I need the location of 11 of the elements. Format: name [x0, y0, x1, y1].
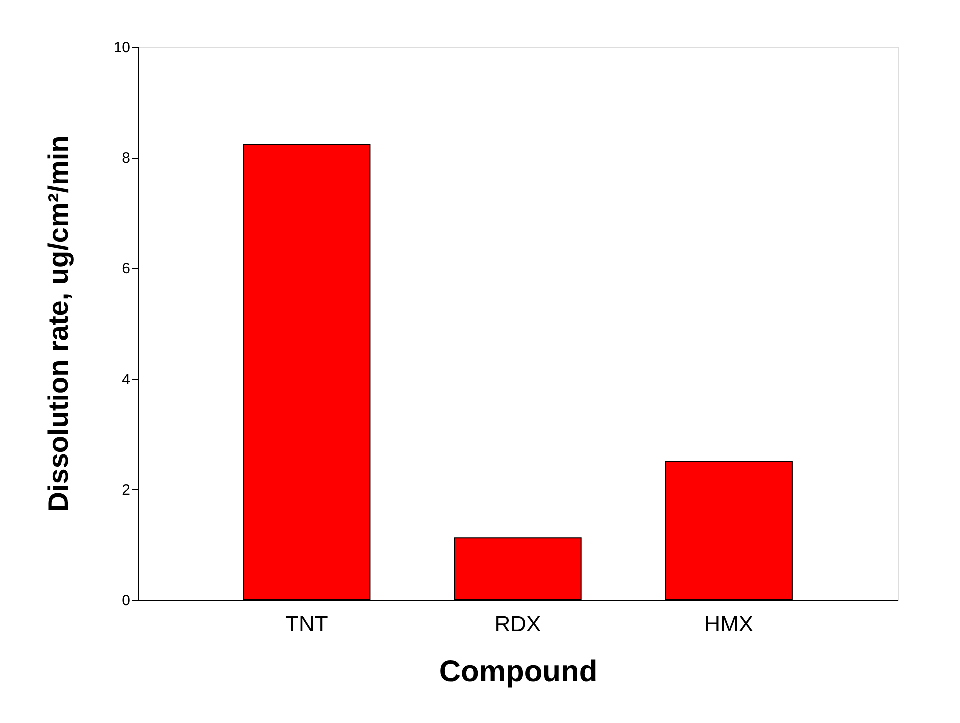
y-axis-title: Dissolution rate, ug/cm²/min — [42, 136, 74, 512]
y-tick-label: 4 — [122, 371, 130, 388]
y-tick-label: 2 — [122, 482, 130, 499]
y-tick-label: 8 — [122, 150, 130, 168]
y-tick-label: 0 — [122, 592, 130, 610]
x-axis-title: Compound — [439, 656, 598, 688]
y-tick-label: 10 — [114, 40, 130, 56]
y-tick-label: 6 — [122, 260, 130, 278]
x-tick-label: TNT — [286, 612, 328, 636]
x-tick-label: RDX — [494, 612, 542, 636]
x-tick-label: HMX — [704, 612, 754, 636]
